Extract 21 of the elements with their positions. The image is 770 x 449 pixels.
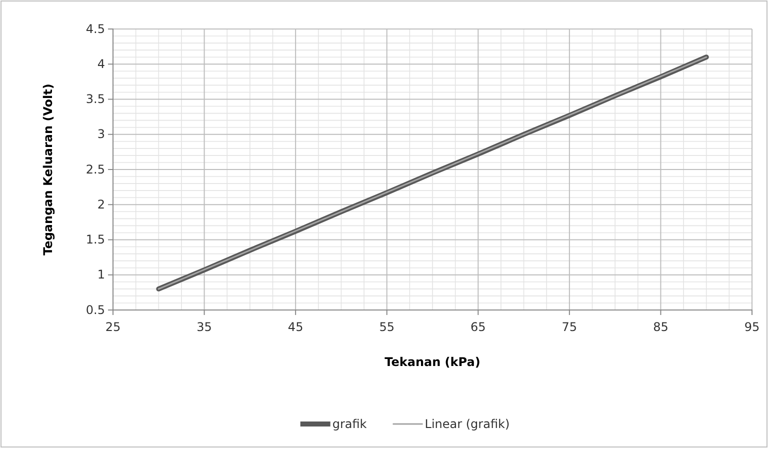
x-tick-label: 85 xyxy=(653,320,668,334)
x-tick-label: 55 xyxy=(379,320,394,334)
y-tick-label: 3.5 xyxy=(86,92,105,106)
y-tick-label: 3 xyxy=(97,127,105,142)
legend-label: Linear (grafik) xyxy=(424,417,510,431)
y-tick-label: 2.5 xyxy=(86,162,105,176)
y-tick-label: 2 xyxy=(97,197,105,212)
legend-label: grafik xyxy=(332,417,367,431)
x-tick-label: 25 xyxy=(105,320,121,334)
x-tick-label: 45 xyxy=(288,320,304,334)
x-tick-label: 35 xyxy=(196,320,212,334)
x-axis-title: Tekanan (kPa) xyxy=(384,355,480,369)
y-tick-label: 4.5 xyxy=(86,22,105,36)
y-tick-label: 1.5 xyxy=(86,232,105,247)
x-tick-label: 65 xyxy=(470,320,486,334)
x-tick-label: 75 xyxy=(562,320,578,334)
x-tick-label: 95 xyxy=(744,320,760,334)
y-tick-label: 1 xyxy=(97,268,105,282)
y-tick-label: 4 xyxy=(97,56,105,71)
y-axis-title: Tegangan Keluaran (Volt) xyxy=(41,84,55,256)
y-tick-label: 0.5 xyxy=(86,302,105,317)
